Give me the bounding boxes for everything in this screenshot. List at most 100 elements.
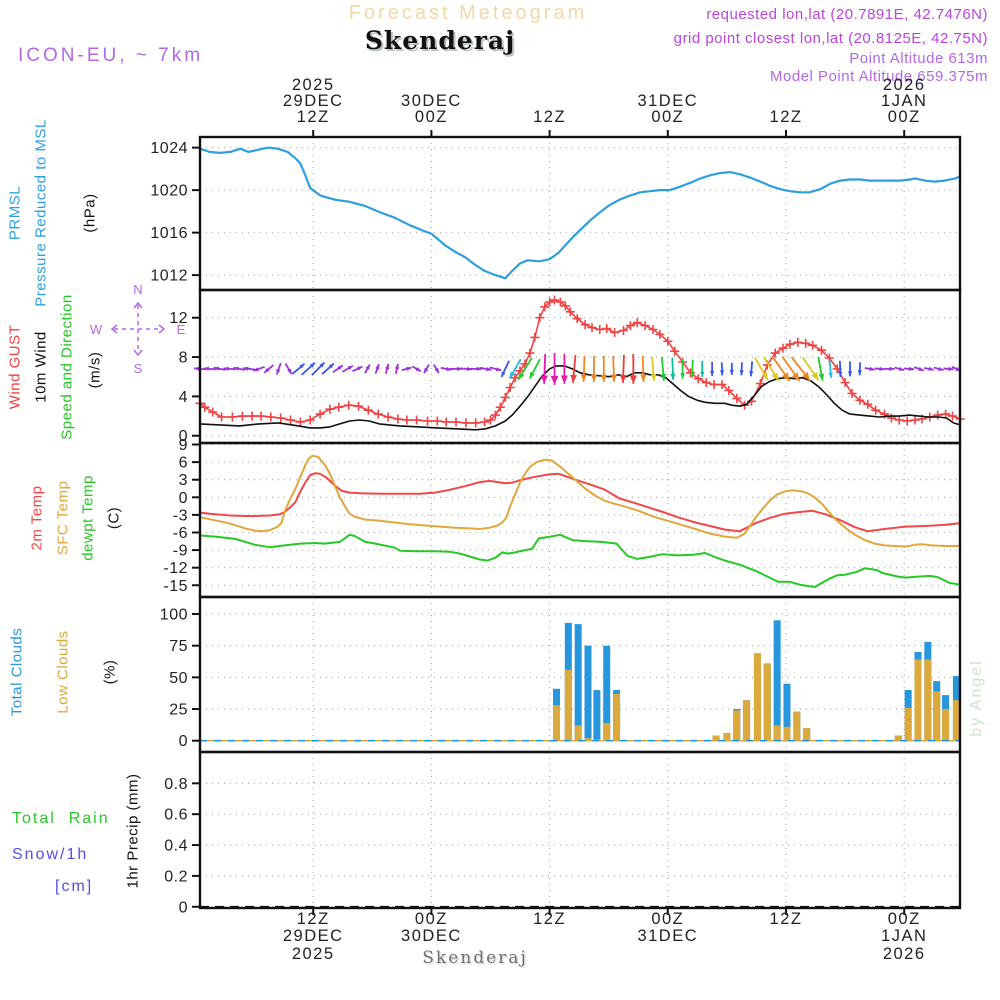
time-label-top: 30DEC — [401, 92, 462, 110]
y-tick-label: -3 — [173, 507, 188, 524]
low-clouds-bar — [783, 726, 791, 741]
compass-arrow-icon — [133, 301, 143, 309]
wind-arrow-head — [529, 371, 535, 379]
y-tick-label: 8 — [179, 350, 188, 367]
compass-s-label: S — [134, 361, 143, 376]
wind-arrow-head — [385, 364, 390, 370]
y-tick-label: -15 — [163, 578, 188, 595]
wind-arrow-head — [700, 371, 705, 377]
panel-border-precip — [198, 750, 962, 910]
total-clouds-bar — [603, 645, 611, 741]
wind-arrow-head — [466, 366, 472, 372]
time-label-top: 00Z — [888, 108, 921, 126]
model-point-altitude-label: Model Point Altitude 659.375m — [770, 68, 988, 85]
clouds-total-label: Total Clouds — [8, 627, 26, 717]
wind-arrow-head — [309, 362, 315, 368]
time-label-bottom: 1JAN — [881, 927, 927, 945]
wind-arrow-head — [818, 373, 825, 381]
station-title: Skenderaj — [364, 26, 516, 55]
time-label-bottom: 31DEC — [637, 927, 698, 945]
precip-snow-label: Snow/1h — [12, 846, 89, 863]
y-tick-label: 75 — [169, 638, 188, 655]
wind-arrow-head — [406, 366, 412, 371]
time-label-top: 1JAN — [881, 92, 927, 110]
wind-arrow-head — [828, 372, 833, 378]
time-label-top: 12Z — [297, 108, 330, 126]
precip-total-rain-label: Total Rain — [12, 810, 110, 827]
pressure-unit-label: (hPa) — [81, 193, 99, 233]
clouds-unit-label: (%) — [101, 659, 119, 685]
wind-arrow-head — [889, 366, 895, 371]
y-tick-label: 1016 — [150, 225, 188, 242]
y-tick-label: -12 — [163, 560, 188, 577]
low-clouds-bar — [733, 710, 741, 741]
wind-arrow-head — [253, 367, 259, 372]
wind-arrow-head — [193, 366, 200, 371]
wind-arrow-head — [629, 375, 637, 384]
wind-arrow-head — [660, 373, 667, 381]
page-title: Forecast Meteogram — [348, 2, 588, 24]
time-label-bottom: 00Z — [415, 910, 448, 928]
compass-w-label: W — [90, 322, 103, 337]
clouds-low-label: Low Clouds — [54, 630, 72, 714]
wind-arrow-head — [476, 366, 482, 371]
temp-sfc-label: SFC Temp — [54, 480, 72, 556]
time-label-bottom: 00Z — [888, 910, 921, 928]
wind-arrow-head — [457, 366, 463, 371]
wind-arrow-head — [640, 374, 647, 382]
wind-arrow-head — [869, 366, 875, 371]
low-clouds-bar — [564, 669, 572, 741]
wind-arrow-head — [857, 370, 862, 376]
time-label-top: 2025 — [292, 76, 335, 94]
wind-arrow-head — [223, 366, 229, 371]
y-tick-label: 0 — [179, 733, 188, 750]
wind-arrow-head — [394, 363, 399, 370]
y-tick-label: 12 — [169, 310, 188, 327]
wind-arrow-head — [938, 366, 944, 371]
wind-arrow-head — [540, 375, 548, 384]
wind-arrow-head — [570, 374, 577, 383]
wind-arrow-head — [233, 366, 239, 371]
y-tick-label: 100 — [160, 606, 188, 623]
low-clouds-bar — [933, 691, 941, 741]
y-tick-label: 0 — [179, 899, 188, 916]
wind-arrow-head — [838, 371, 843, 377]
low-clouds-bar — [743, 700, 751, 741]
low-clouds-bar — [753, 653, 761, 741]
wind-arrow-head — [802, 371, 811, 381]
wind-arrow-head — [299, 363, 305, 369]
total-clouds-bar — [593, 690, 601, 741]
time-label-bottom: 30DEC — [401, 927, 462, 945]
time-label-top: 2026 — [883, 76, 926, 94]
panel-border-pressure — [198, 135, 962, 292]
y-tick-label: 0.6 — [164, 807, 188, 824]
low-clouds-bar — [924, 659, 932, 741]
y-tick-label: 0.4 — [164, 838, 188, 855]
wind-arrow-head — [729, 369, 734, 375]
low-clouds-bar — [712, 735, 720, 741]
wind-arrow-head — [203, 366, 209, 371]
wind-arrow-head — [415, 367, 421, 372]
wind-arrow-head — [580, 374, 587, 382]
wind-arrow-head — [791, 372, 800, 382]
wind-arrow-head — [918, 366, 924, 371]
wind-arrow-head — [879, 366, 885, 371]
wind-arrow-head — [375, 364, 380, 370]
compass-arrow-icon — [110, 324, 118, 334]
y-tick-label: 50 — [169, 670, 188, 687]
wind-arrow-head — [357, 366, 363, 371]
point-altitude-label: Point Altitude 613m — [849, 50, 988, 67]
wind-arrow-head — [781, 372, 790, 382]
low-clouds-bar — [603, 722, 611, 741]
low-clouds-bar — [914, 659, 922, 741]
wind-arrow-head — [811, 372, 819, 381]
wind-arrow-head — [719, 370, 725, 376]
y-tick-label: 9 — [179, 437, 188, 454]
time-label-bottom: 12Z — [297, 910, 330, 928]
low-clouds-bar — [723, 733, 731, 741]
y-tick-label: 1024 — [150, 140, 188, 157]
wind-arrow-head — [550, 375, 559, 385]
requested-point-label: requested lon,lat (20.7891E, 42.7476N) — [706, 6, 988, 23]
